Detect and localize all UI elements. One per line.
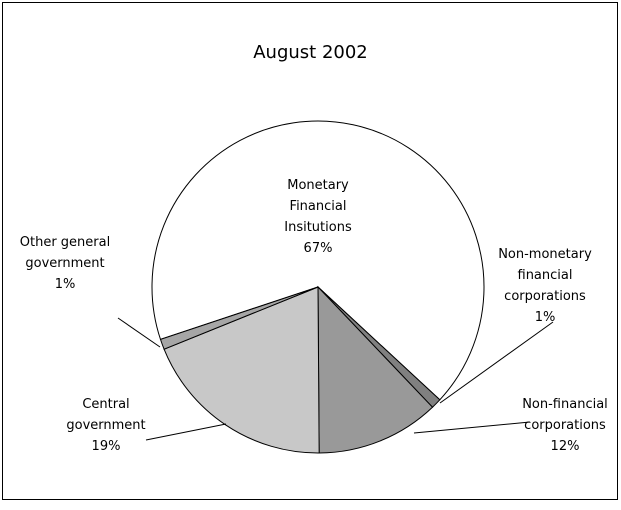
slice-name: Other general government <box>19 235 111 271</box>
slice-value: 1% <box>534 310 556 325</box>
slice-label: Non-monetary financial corporations 1% <box>495 244 595 328</box>
pie-slice <box>163 286 320 454</box>
slice-name: Non-monetary financial corporations <box>498 247 592 304</box>
slice-label: Monetary Financial Insitutions 67% <box>272 175 364 259</box>
leader-line <box>117 317 161 348</box>
slice-name: Monetary Financial Insitutions <box>284 178 352 235</box>
leader-line <box>439 321 554 404</box>
pie-slice <box>159 286 319 350</box>
slice-label: Central government 19% <box>60 394 152 457</box>
slice-label: Other general government 1% <box>12 232 118 295</box>
leader-line <box>145 423 227 441</box>
slice-name: Non-financial corporations <box>522 397 608 433</box>
slice-value: 19% <box>91 439 121 454</box>
slice-label: Non-financial corporations 12% <box>515 394 615 457</box>
slice-name: Central government <box>66 397 146 433</box>
slice-value: 12% <box>550 439 580 454</box>
pie-slice <box>317 285 434 454</box>
pie-slice <box>151 120 485 401</box>
leader-line <box>413 421 531 434</box>
slice-value: 1% <box>54 277 76 292</box>
slice-value: 67% <box>303 241 333 256</box>
chart-title: August 2002 <box>253 42 368 63</box>
